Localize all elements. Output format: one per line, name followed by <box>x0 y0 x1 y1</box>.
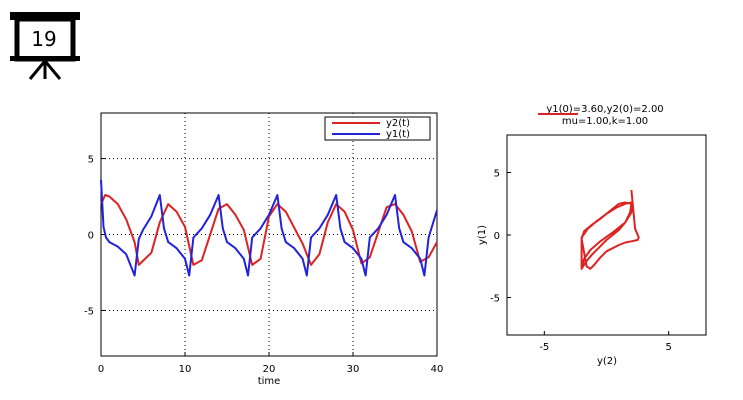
phase-trajectory <box>580 189 640 270</box>
time-series-chart: 0 10 20 30 40 -5 0 5 time y2(t) y1(t) <box>84 112 443 387</box>
chart-title: y1(0)=3.60,y2(0)=2.00 <box>546 104 663 115</box>
x-axis-label: time <box>258 376 281 387</box>
plot-frame <box>506 134 707 336</box>
y-tick-label: 5 <box>494 169 500 180</box>
phase-plane-chart: y1(0)=3.60,y2(0)=2.00 mu=1.00,k=1.00 -5 5… <box>477 104 707 367</box>
x-tick-label: 10 <box>179 364 192 375</box>
y-tick-label: -5 <box>84 306 94 317</box>
y-tick-label: -5 <box>490 294 500 305</box>
x-axis-label: y(2) <box>597 356 617 367</box>
axis-ticks: 0 10 20 30 40 -5 0 5 <box>84 155 443 375</box>
series-line-y1 <box>100 179 438 277</box>
slide-number: 19 <box>31 27 56 51</box>
x-tick-label: 40 <box>431 364 444 375</box>
series-lines <box>580 189 640 270</box>
y-tick-label: 0 <box>494 231 500 242</box>
x-tick-label: 0 <box>98 364 104 375</box>
y-axis-label: y(1) <box>477 225 488 245</box>
x-tick-label: 30 <box>347 364 360 375</box>
legend: y2(t) y1(t) <box>324 116 431 141</box>
series-lines <box>100 179 438 277</box>
presentation-board-icon <box>10 12 80 80</box>
x-tick-label: -5 <box>539 342 549 353</box>
x-tick-label: 5 <box>666 342 672 353</box>
legend-label-y1: y1(t) <box>386 129 410 140</box>
chart-subtitle: mu=1.00,k=1.00 <box>562 116 648 127</box>
x-tick-label: 20 <box>263 364 276 375</box>
axis-ticks: -5 5 -5 0 5 <box>490 169 672 354</box>
y-tick-label: 0 <box>88 231 94 242</box>
legend-label-y2: y2(t) <box>386 118 410 129</box>
y-tick-label: 5 <box>88 155 94 166</box>
